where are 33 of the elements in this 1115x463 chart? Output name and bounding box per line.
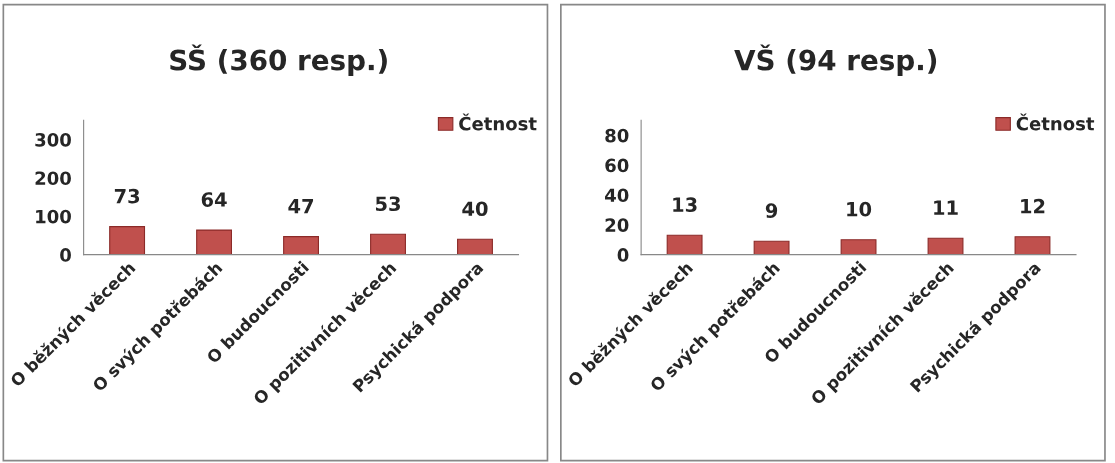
y-tick-label: 200	[35, 171, 71, 186]
bar	[1014, 236, 1051, 255]
bar	[666, 234, 703, 255]
bar	[196, 229, 233, 255]
y-tick-label: 40	[605, 188, 629, 203]
data-label: 64	[201, 192, 227, 207]
data-label: 10	[847, 201, 872, 217]
chart-title: VŠ (94 resp.)	[734, 44, 937, 76]
bar	[927, 237, 964, 255]
y-tick-label: 60	[605, 158, 629, 173]
data-label: 13	[673, 197, 697, 213]
y-tick-label: 20	[605, 218, 629, 232]
y-tick-label: 100	[36, 209, 71, 224]
bar	[457, 238, 493, 255]
bar	[370, 233, 406, 255]
data-label: 47	[288, 198, 314, 214]
bar	[840, 239, 877, 255]
data-label: 40	[462, 201, 488, 217]
bar	[753, 240, 790, 255]
y-tick-label: 0	[617, 248, 629, 262]
legend-label: Četnost	[1016, 113, 1095, 131]
legend-label: Četnost	[459, 113, 537, 131]
chart-title: SŠ (360 resp.)	[170, 44, 387, 76]
y-tick-label: 80	[605, 128, 629, 143]
bar	[109, 226, 146, 255]
y-tick-label: 0	[60, 248, 71, 262]
data-label: 9	[765, 203, 778, 219]
y-tick-label: 300	[35, 133, 71, 147]
bar	[283, 236, 319, 255]
data-label: 12	[1021, 198, 1045, 214]
data-label: 53	[375, 196, 400, 212]
data-label: 11	[934, 200, 958, 215]
data-label: 73	[114, 188, 140, 204]
